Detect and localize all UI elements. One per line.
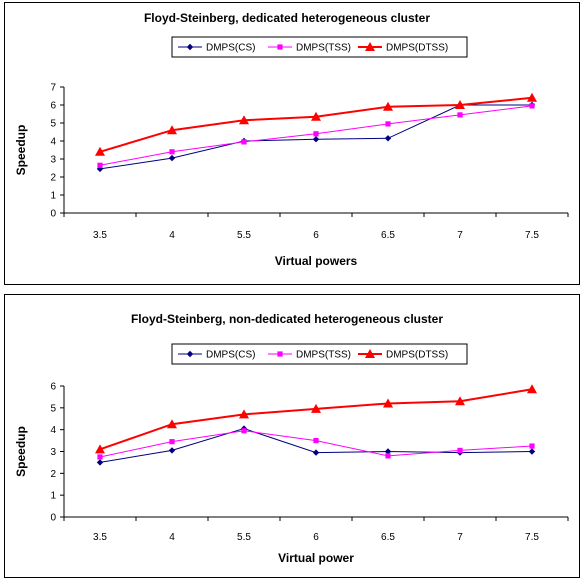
series-line-2	[99, 96, 533, 153]
y-axis-title: Speedup	[14, 125, 28, 176]
y-tick-label: 4	[50, 137, 56, 148]
y-tick-label: 3	[50, 447, 56, 458]
x-tick-label: 7	[457, 532, 463, 543]
x-tick-label: 3.5	[93, 230, 107, 241]
x-tick-label: 6.5	[381, 532, 395, 543]
data-point-2	[455, 100, 465, 109]
x-tick-label: 5.5	[237, 532, 251, 543]
x-tick-label: 5.5	[237, 230, 251, 241]
legend-label: DMPS(TSS)	[296, 43, 351, 54]
legend-label: DMPS(TSS)	[296, 350, 351, 361]
x-tick-label: 4	[169, 230, 175, 241]
data-point-0	[96, 459, 104, 466]
data-point-0	[384, 135, 392, 142]
data-point-2	[167, 419, 177, 429]
legend-label: DMPS(DTSS)	[386, 43, 448, 54]
chart-dedicated: Floyd-Steinberg, dedicated heterogeneous…	[4, 2, 580, 285]
chart-svg-non-dedicated: Floyd-Steinberg, non-dedicated heterogen…	[14, 312, 569, 565]
legend-marker-1	[277, 44, 283, 50]
y-tick-label: 2	[50, 469, 56, 480]
x-tick-label: 3.5	[93, 532, 107, 543]
data-point-1	[169, 149, 175, 155]
chart-non-dedicated: Floyd-Steinberg, non-dedicated heterogen…	[4, 294, 580, 578]
data-point-0	[384, 448, 392, 455]
data-point-0	[312, 449, 320, 456]
data-point-0	[312, 136, 320, 143]
data-point-2	[383, 101, 393, 111]
data-point-1	[385, 453, 391, 459]
data-point-2	[383, 398, 393, 408]
x-tick-label: 6.5	[381, 230, 395, 241]
legend-label: DMPS(CS)	[206, 43, 255, 54]
x-tick-label: 6	[313, 532, 319, 543]
data-point-1	[313, 131, 319, 137]
y-axis-title: Speedup	[14, 426, 28, 477]
y-tick-label: 7	[50, 83, 56, 94]
x-tick-label: 7	[457, 230, 463, 241]
data-point-2	[455, 396, 465, 406]
data-point-1	[529, 443, 535, 449]
y-tick-label: 6	[50, 101, 56, 112]
x-axis-title: Virtual powers	[275, 254, 358, 268]
data-point-2	[527, 384, 537, 394]
data-point-2	[95, 444, 105, 454]
chart-title: Floyd-Steinberg, non-dedicated heterogen…	[131, 312, 443, 326]
data-point-2	[239, 409, 249, 419]
data-point-1	[457, 112, 463, 118]
data-point-1	[385, 121, 391, 127]
data-point-1	[97, 454, 103, 460]
x-axis-title: Virtual power	[278, 551, 354, 565]
data-point-0	[168, 447, 176, 454]
legend-box	[171, 343, 468, 365]
chart-title: Floyd-Steinberg, dedicated heterogeneous…	[144, 11, 430, 25]
data-point-2	[95, 146, 105, 156]
y-tick-label: 5	[50, 403, 56, 414]
data-point-1	[169, 439, 175, 445]
data-point-1	[97, 162, 103, 168]
data-point-0	[528, 448, 536, 455]
data-point-2	[311, 403, 321, 413]
y-tick-label: 0	[50, 513, 56, 524]
data-point-2	[527, 92, 537, 102]
x-tick-label: 4	[169, 532, 175, 543]
data-point-1	[241, 139, 247, 145]
data-point-0	[168, 154, 176, 162]
chart-svg-dedicated: Floyd-Steinberg, dedicated heterogeneous…	[14, 11, 569, 268]
legend-marker-1	[277, 351, 283, 357]
y-tick-label: 0	[50, 209, 56, 220]
data-point-2	[311, 111, 321, 121]
x-tick-label: 7.5	[525, 230, 539, 241]
legend-box	[171, 36, 468, 58]
y-tick-label: 1	[50, 191, 56, 202]
data-point-1	[529, 103, 535, 109]
y-tick-label: 3	[50, 155, 56, 166]
y-tick-label: 5	[50, 119, 56, 130]
x-tick-label: 7.5	[525, 532, 539, 543]
y-tick-label: 6	[50, 382, 56, 393]
legend-marker-0	[186, 350, 194, 358]
y-tick-label: 4	[50, 425, 56, 436]
data-point-2	[239, 115, 249, 125]
x-tick-label: 6	[313, 230, 319, 241]
data-point-1	[241, 428, 247, 434]
y-tick-label: 1	[50, 491, 56, 502]
data-point-1	[313, 437, 319, 444]
data-point-1	[457, 447, 463, 454]
legend-label: DMPS(CS)	[206, 350, 255, 361]
legend-marker-2	[365, 42, 375, 51]
data-point-2	[167, 125, 177, 135]
y-tick-label: 2	[50, 173, 56, 184]
legend-label: DMPS(DTSS)	[386, 350, 448, 361]
series-line-0	[99, 428, 533, 463]
legend-marker-0	[186, 43, 194, 51]
legend-marker-2	[365, 349, 375, 358]
